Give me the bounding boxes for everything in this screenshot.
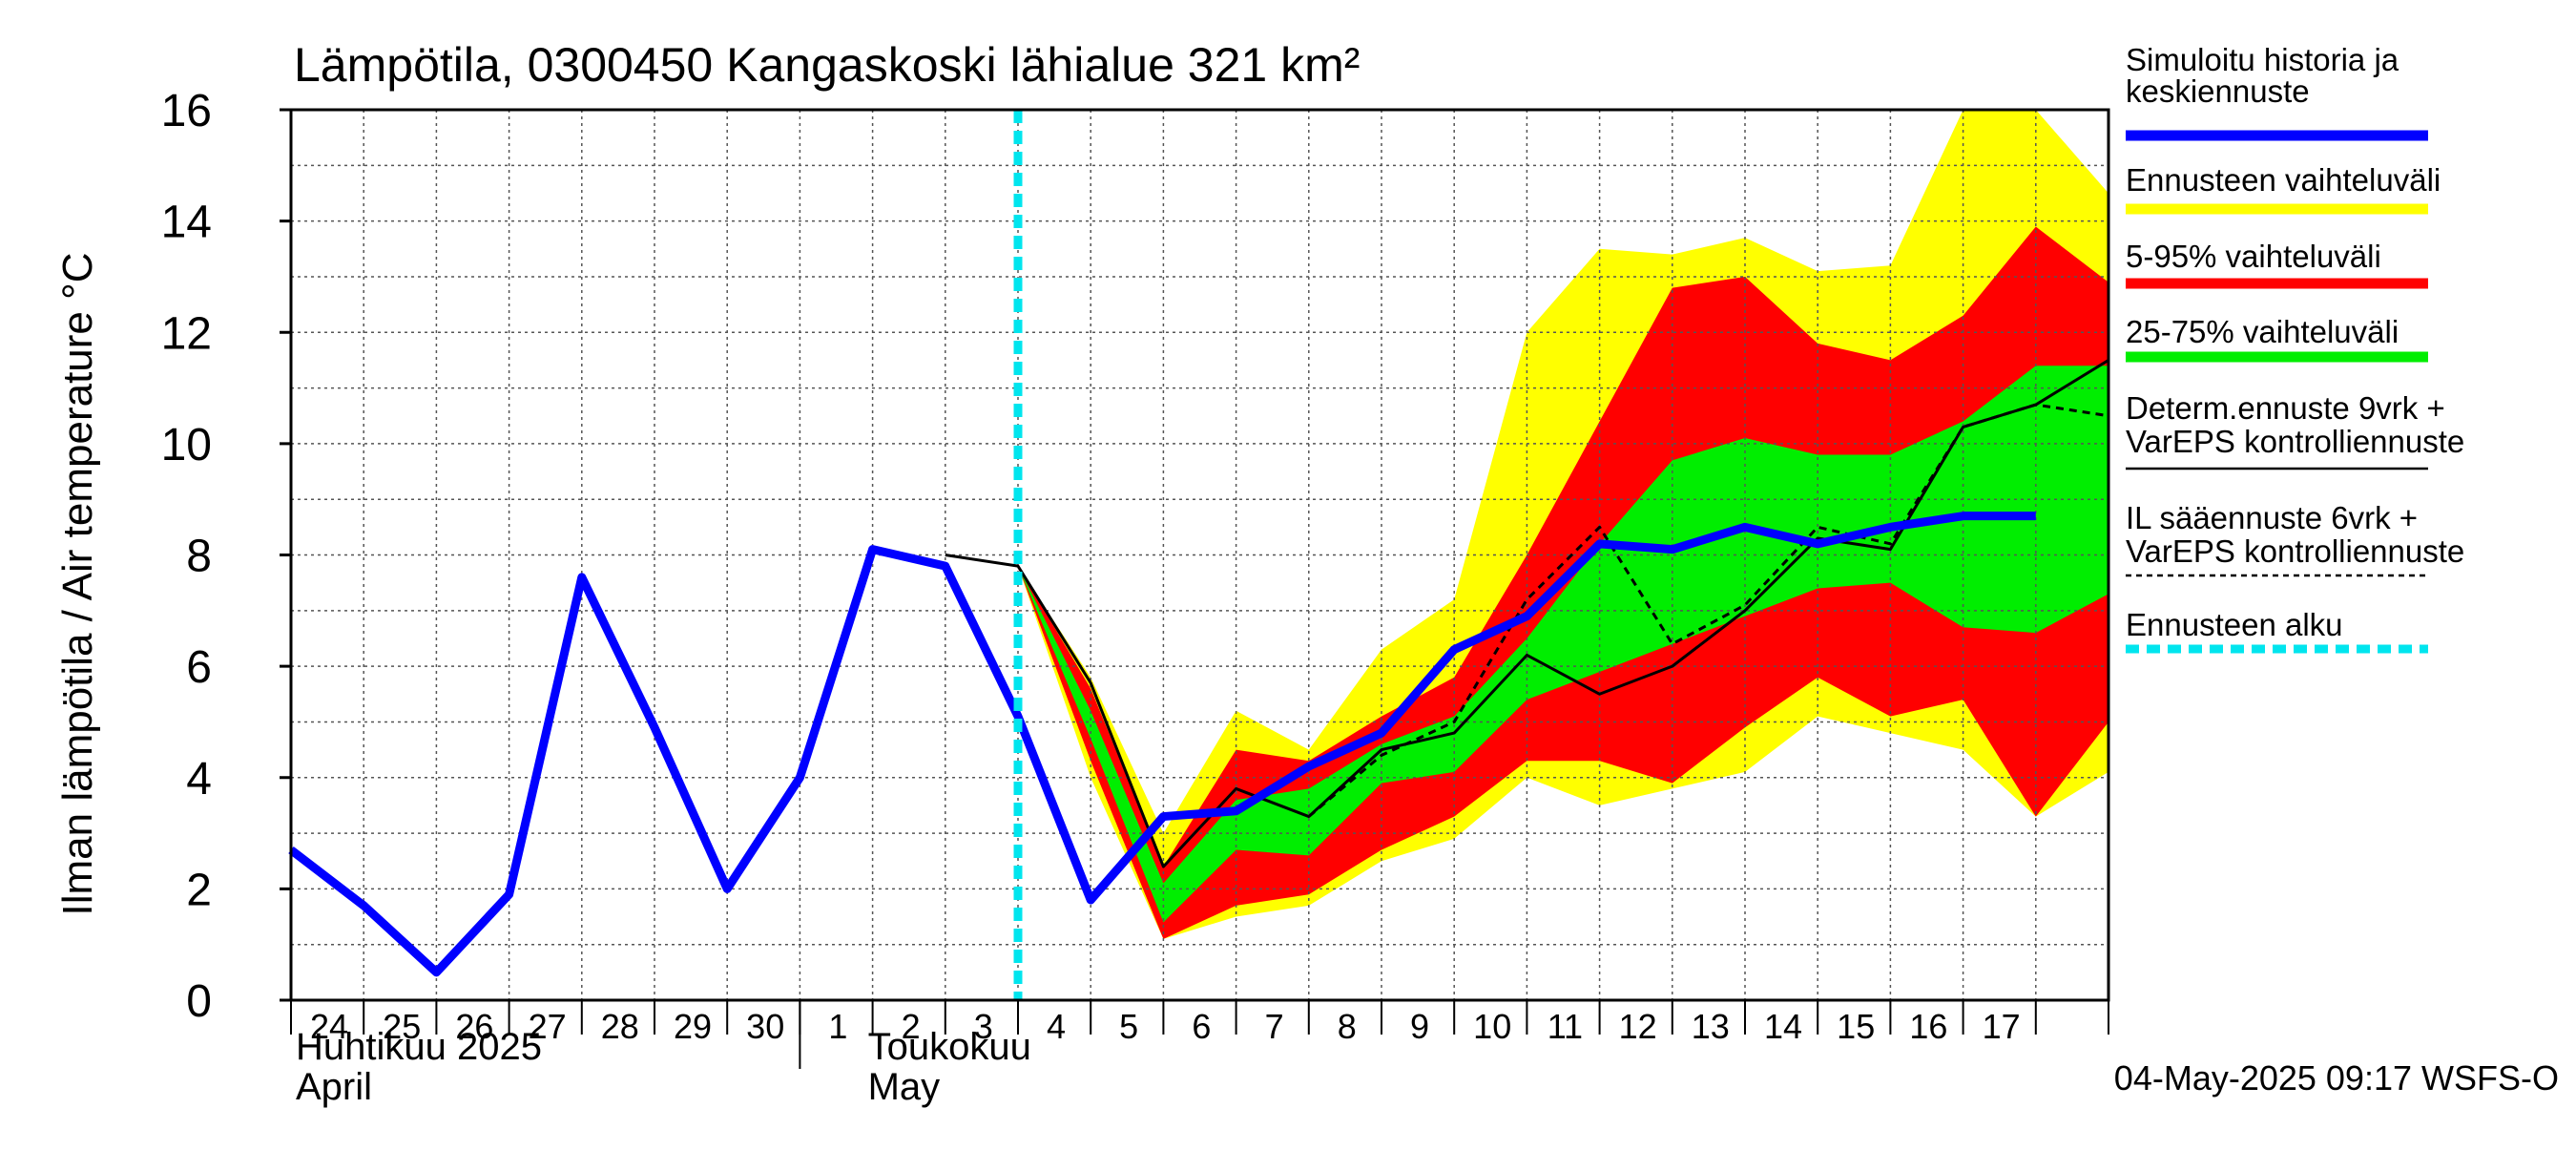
x-tick-label: 2 <box>902 1007 921 1046</box>
x-tick-label: 30 <box>746 1007 784 1046</box>
y-tick-label: 0 <box>186 976 212 1027</box>
x-tick-label: 11 <box>1548 1007 1583 1046</box>
x-tick-label: 28 <box>601 1007 639 1046</box>
y-tick-label: 4 <box>186 754 212 805</box>
series-lines <box>288 110 2109 1000</box>
x-tick-label: 5 <box>1119 1007 1138 1046</box>
x-tick-label: 16 <box>1909 1007 1947 1046</box>
series-history <box>288 512 2036 977</box>
y-tick-label: 6 <box>186 642 212 693</box>
x-tick-label: 7 <box>1265 1007 1284 1046</box>
x-tick-label: 4 <box>1047 1007 1066 1046</box>
legend-label: IL sääennuste 6vrk + <box>2126 500 2418 535</box>
series-determ <box>945 359 2109 868</box>
grid-lines <box>291 110 2109 1000</box>
y-tick-label: 16 <box>161 86 212 136</box>
x-tick-label: 24 <box>310 1007 348 1046</box>
x-tick-label: 14 <box>1764 1007 1802 1046</box>
x-tick-label: 27 <box>529 1007 567 1046</box>
y-tick-label: 14 <box>161 198 212 248</box>
x-tick-label: 3 <box>974 1007 993 1046</box>
y-tick-label: 2 <box>186 865 212 915</box>
x-tick-label: 12 <box>1619 1007 1657 1046</box>
y-axis-label: Ilman lämpötila / Air temperature °C <box>54 253 101 916</box>
x-tick-label: 26 <box>455 1007 493 1046</box>
series-il <box>1307 403 2109 818</box>
chart-title: Lämpötila, 0300450 Kangaskoski lähialue … <box>294 38 1360 92</box>
x-tick-label: 13 <box>1692 1007 1730 1046</box>
x-tick-label: 25 <box>383 1007 421 1046</box>
timestamp-footer: 04-May-2025 09:17 WSFS-O <box>2114 1058 2559 1098</box>
legend-label: 5-95% vaihteluväli <box>2126 239 2381 274</box>
x-tick-label: 17 <box>1983 1007 2021 1046</box>
x-tick-label: 9 <box>1410 1007 1429 1046</box>
legend-label: VarEPS kontrolliennuste <box>2126 424 2464 459</box>
month-label: Toukokuu <box>868 1026 1031 1068</box>
x-tick-label: 10 <box>1473 1007 1511 1046</box>
legend-label: keskiennuste <box>2126 73 2310 109</box>
y-tick-label: 12 <box>161 308 212 359</box>
month-label: Huhtikuu 2025 <box>296 1026 542 1068</box>
legend-label: VarEPS kontrolliennuste <box>2126 533 2464 569</box>
band-25-75 <box>1018 366 2109 923</box>
legend-label: Simuloitu historia ja <box>2126 42 2399 77</box>
x-tick-label: 1 <box>828 1007 847 1046</box>
y-tick-label: 8 <box>186 532 212 582</box>
month-label: April <box>296 1066 372 1108</box>
y-tick-label: 10 <box>161 420 212 470</box>
legend-label: Determ.ennuste 9vrk + <box>2126 390 2445 426</box>
x-tick-label: 8 <box>1338 1007 1357 1046</box>
x-tick-label: 29 <box>674 1007 712 1046</box>
legend-label: Ennusteen alku <box>2126 607 2343 642</box>
legend-label: 25-75% vaihteluväli <box>2126 314 2399 349</box>
x-tick-label: 15 <box>1837 1007 1875 1046</box>
legend-label: Ennusteen vaihteluväli <box>2126 162 2441 198</box>
x-tick-label: 6 <box>1192 1007 1211 1046</box>
month-label: May <box>868 1066 941 1108</box>
